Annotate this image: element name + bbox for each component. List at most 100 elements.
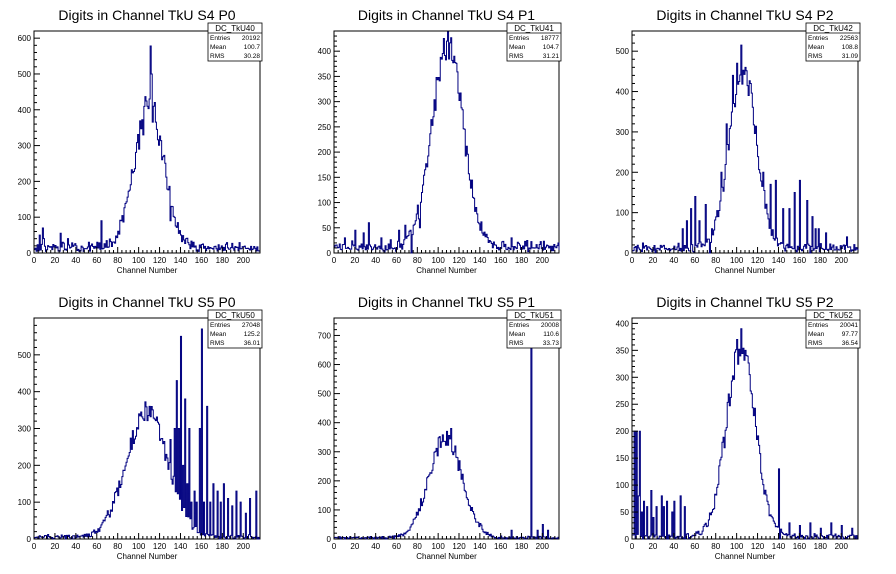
y-tick-label: 0 (625, 249, 630, 258)
y-tick-label: 200 (616, 168, 630, 177)
x-tick-label: 80 (711, 542, 720, 551)
histogram-series (333, 334, 560, 540)
histogram-panel: Digits in Channel TkU S5 P0 0 20 40 60 80 100 1… (18, 294, 263, 561)
y-tick-label: 300 (318, 98, 332, 107)
x-tick-label: 60 (92, 542, 101, 551)
y-tick-label: 200 (318, 148, 332, 157)
x-tick-label: 160 (494, 256, 508, 265)
stats-value: 30.28 (244, 53, 261, 60)
stats-name: DC_TkU52 (813, 311, 853, 320)
y-tick-label: 350 (616, 346, 630, 355)
stats-label: Entries (808, 35, 829, 42)
stats-label: RMS (509, 340, 524, 347)
x-tick-label: 180 (515, 542, 529, 551)
stats-label: Mean (808, 331, 825, 338)
y-tick-label: 300 (616, 128, 630, 137)
x-tick-label: 200 (237, 256, 251, 265)
stats-box-frame (207, 309, 263, 349)
x-tick-label: 40 (371, 542, 380, 551)
y-tick-label: 50 (620, 508, 629, 517)
x-tick-label: 160 (195, 542, 209, 551)
stats-label: RMS (210, 53, 225, 60)
y-tick-label: 200 (18, 461, 32, 470)
y-tick-label: 200 (616, 427, 630, 436)
histogram-panel: Digits in Channel TkU S5 P1 0 20 40 60 80 100 1… (318, 294, 562, 561)
x-tick-label: 140 (473, 256, 487, 265)
x-tick-label: 160 (195, 256, 209, 265)
x-tick-label: 140 (174, 542, 188, 551)
plot-frame (33, 317, 261, 540)
x-tick-label: 60 (690, 542, 699, 551)
x-tick-label: 200 (536, 542, 550, 551)
histogram-series (631, 44, 859, 254)
x-tick-label: 100 (132, 256, 146, 265)
stats-label: Entries (210, 35, 231, 42)
x-tick-label: 200 (835, 542, 849, 551)
chart-title: Digits in Channel TkU S5 P2 (656, 294, 833, 310)
y-tick-label: 600 (18, 34, 32, 43)
x-tick-label: 60 (92, 256, 101, 265)
x-tick-label: 0 (332, 256, 337, 265)
x-tick-label: 80 (711, 256, 720, 265)
y-tick-label: 500 (318, 390, 332, 399)
stats-value: 110.6 (543, 331, 559, 338)
stats-value: 36.01 (244, 340, 261, 347)
x-tick-label: 180 (814, 256, 828, 265)
x-tick-label: 180 (515, 256, 529, 265)
y-tick-label: 300 (318, 448, 332, 457)
stats-value: 33.73 (543, 340, 560, 347)
stats-name: DC_TkU51 (514, 311, 554, 320)
plot-frame (631, 30, 859, 254)
stats-label: Mean (808, 44, 825, 51)
x-tick-label: 40 (669, 256, 678, 265)
x-tick-label: 140 (473, 542, 487, 551)
x-tick-label: 140 (772, 542, 786, 551)
stats-value: 31.09 (842, 53, 859, 60)
x-tick-label: 180 (216, 256, 230, 265)
stats-label: RMS (808, 340, 823, 347)
x-tick-label: 120 (751, 256, 765, 265)
stats-value: 100.7 (244, 44, 261, 51)
stats-name: DC_TkU40 (215, 24, 255, 33)
chart-title: Digits in Channel TkU S4 P2 (656, 7, 833, 23)
histogram-series (631, 328, 859, 540)
x-tick-label: 160 (793, 256, 807, 265)
plot-frame (333, 317, 560, 540)
y-tick-label: 200 (18, 177, 32, 186)
y-tick-label: 0 (625, 535, 630, 544)
y-tick-label: 400 (318, 419, 332, 428)
stats-label: Mean (210, 331, 227, 338)
x-tick-label: 20 (648, 542, 657, 551)
x-tick-label: 20 (350, 542, 359, 551)
stats-box-frame (805, 22, 861, 62)
x-tick-label: 200 (237, 542, 251, 551)
histogram-series (33, 328, 260, 540)
y-tick-label: 400 (18, 106, 32, 115)
stats-box-frame (506, 22, 562, 62)
stats-label: Mean (210, 44, 227, 51)
stats-label: RMS (808, 53, 823, 60)
stats-label: Mean (509, 44, 526, 51)
x-tick-label: 100 (431, 542, 445, 551)
x-tick-label: 40 (71, 256, 80, 265)
histogram-panel: Digits in Channel TkU S5 P2 0 20 40 60 80 100 1… (616, 294, 861, 561)
x-tick-label: 0 (32, 542, 37, 551)
x-tick-label: 0 (630, 256, 635, 265)
chart-title: Digits in Channel TkU S4 P1 (358, 7, 535, 23)
stats-value: 20192 (242, 35, 260, 42)
x-tick-label: 160 (494, 542, 508, 551)
x-tick-label: 60 (392, 256, 401, 265)
x-axis-label: Channel Number (117, 266, 178, 275)
x-tick-label: 120 (153, 542, 167, 551)
histogram-series (333, 31, 560, 254)
x-tick-label: 180 (216, 542, 230, 551)
x-tick-label: 120 (452, 256, 466, 265)
y-tick-label: 100 (616, 209, 630, 218)
chart-title: Digits in Channel TkU S4 P0 (58, 7, 235, 23)
stats-name: DC_TkU42 (813, 24, 853, 33)
x-tick-label: 80 (413, 542, 422, 551)
stats-box: DC_TkU41 Entries 18777 Mean 104.7 RMS 31.21 (506, 22, 562, 62)
y-tick-label: 400 (18, 388, 32, 397)
x-tick-label: 60 (392, 542, 401, 551)
